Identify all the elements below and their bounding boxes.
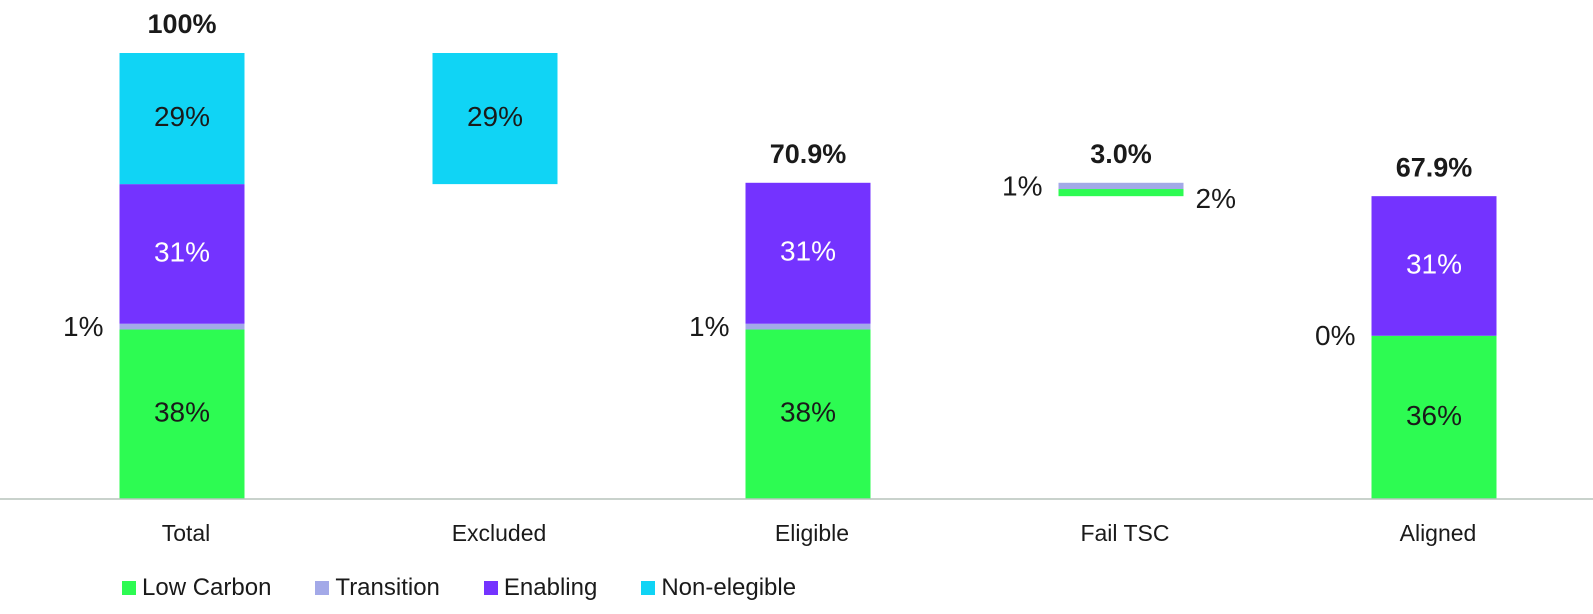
data-label-eligible-enabling: 31%: [780, 236, 836, 267]
data-label-aligned-low-carbon: 36%: [1406, 400, 1462, 431]
legend-swatch-non-elegible: [641, 581, 656, 595]
x-tick-label-total: Total: [162, 520, 211, 546]
total-label-fail-tsc: 3.0%: [1090, 139, 1152, 169]
bar-segment-fail-tsc-transition: [1058, 182, 1184, 190]
legend-label-low-carbon: Low Carbon: [142, 574, 272, 601]
x-tick-label-aligned: Aligned: [1400, 520, 1477, 546]
bar-segment-total-transition: [119, 323, 245, 330]
bar-segment-eligible-low-carbon: [745, 329, 871, 499]
data-label-fail-tsc-low-carbon: 2%: [1196, 183, 1236, 214]
data-label-total-low-carbon: 38%: [154, 397, 210, 428]
labels-layer: 38% 1% 31% 29% 100% 29% 38% 1% 31% 70.9% 2% 1% 3.0% 3…: [63, 9, 1472, 431]
data-label-excluded-non-elegible: 29%: [467, 101, 523, 132]
bar-segment-aligned-enabling: [1371, 196, 1497, 336]
bar-segment-total-enabling: [119, 184, 245, 324]
bar-segment-total-non-elegible: [119, 53, 245, 185]
total-label-eligible: 70.9%: [770, 139, 847, 169]
bar-segment-total-low-carbon: [119, 329, 245, 499]
legend-swatch-low-carbon: [122, 581, 136, 595]
data-label-eligible-low-carbon: 38%: [780, 397, 836, 428]
bar-segment-aligned-low-carbon: [1371, 335, 1497, 499]
legend-label-transition: Transition: [335, 574, 440, 601]
legend-label-enabling: Enabling: [503, 574, 598, 601]
data-label-aligned-enabling: 31%: [1406, 248, 1462, 279]
total-label-aligned: 67.9%: [1396, 152, 1473, 182]
legend-item-low-carbon: Low Carbon: [122, 574, 271, 602]
x-tick-labels: Total Excluded Eligible Fail TSC Aligned: [162, 520, 1477, 546]
legend-swatch-enabling: [483, 581, 498, 595]
x-tick-label-excluded: Excluded: [452, 520, 547, 546]
legend-swatch-transition: [315, 581, 330, 595]
bars-layer: [119, 53, 1497, 499]
data-label-fail-tsc-transition: 1%: [1002, 170, 1042, 201]
legend-item-non-elegible: Non-elegible: [641, 574, 796, 602]
bar-segment-fail-tsc-low-carbon: [1058, 189, 1184, 197]
legend-item-transition: Transition: [315, 574, 440, 602]
data-label-eligible-transition: 1%: [689, 311, 729, 342]
data-label-aligned-transition: 0%: [1315, 320, 1355, 351]
legend-label-non-elegible: Non-elegible: [661, 574, 797, 601]
legend-item-enabling: Enabling: [483, 574, 598, 602]
x-tick-label-eligible: Eligible: [775, 520, 849, 546]
data-label-total-transition: 1%: [63, 311, 103, 342]
x-tick-label-fail-tsc: Fail TSC: [1080, 520, 1169, 546]
bar-segment-eligible-enabling: [745, 182, 871, 324]
data-label-total-non-elegible: 29%: [154, 101, 210, 132]
total-label-total: 100%: [147, 9, 216, 39]
bar-segment-eligible-transition: [745, 323, 871, 330]
bar-segment-excluded-non-elegible: [432, 53, 558, 185]
legend: Low Carbon Transition Enabling Non-elegi…: [122, 574, 796, 602]
data-label-total-enabling: 31%: [154, 236, 210, 267]
